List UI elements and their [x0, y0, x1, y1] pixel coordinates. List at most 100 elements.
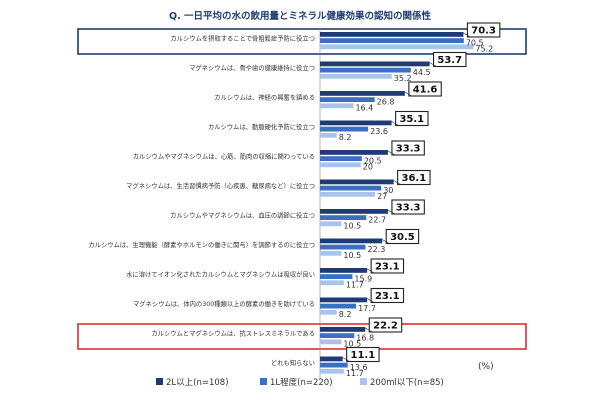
bar — [320, 67, 411, 73]
data-label: 10.5 — [343, 251, 361, 260]
data-label: 23.6 — [370, 127, 388, 136]
chart-title: Q. 一日平均の水の飲用量とミネラル健康効果の認知の関係性 — [169, 10, 431, 22]
total-label-leader — [387, 209, 396, 215]
legend-label: 200ml以下(n=85) — [370, 378, 444, 388]
bar — [320, 238, 383, 244]
data-label: 30 — [383, 186, 393, 195]
bar — [320, 297, 368, 303]
data-label: 11.7 — [346, 369, 364, 378]
bar — [320, 268, 368, 273]
data-label: 16.4 — [355, 104, 373, 113]
data-label: 10.5 — [343, 222, 361, 231]
data-label: 70.5 — [466, 39, 484, 48]
data-label: 75.2 — [475, 45, 493, 54]
bar — [320, 356, 343, 362]
bar — [320, 362, 348, 368]
category-label: マグネシウムは、体内の300種類以上の酵素の働きを助けている — [133, 299, 315, 308]
total-label: 36.1 — [402, 173, 427, 184]
total-label: 41.6 — [413, 85, 438, 96]
total-label-box — [408, 81, 442, 97]
total-label: 23.1 — [375, 262, 400, 273]
data-label: 22.7 — [368, 216, 386, 225]
total-label-leader — [391, 121, 399, 126]
bar — [320, 303, 357, 309]
bar — [320, 44, 474, 50]
bar — [320, 73, 392, 79]
total-label-box — [391, 140, 425, 156]
total-label-leader — [366, 298, 375, 303]
highlight-box — [77, 28, 527, 55]
legend-label: 2L以上(n=108) — [166, 378, 229, 388]
bar — [320, 38, 464, 43]
bar — [320, 215, 367, 220]
category-label: カルシウムは、生理機能（酵素やホルモンの働きに関与）を調節するのに役立つ — [88, 240, 315, 249]
data-label: 10.5 — [343, 340, 361, 349]
data-label: 11.7 — [346, 281, 364, 290]
bars-group — [319, 28, 474, 380]
bar — [320, 61, 430, 67]
total-label-box — [466, 22, 501, 38]
total-label-box — [391, 199, 425, 215]
legend-label: 1L程度(n=220) — [270, 377, 333, 388]
legend-swatch — [360, 378, 367, 385]
bar — [320, 156, 362, 161]
highlight-boxes — [77, 28, 527, 350]
total-label-leader — [382, 239, 390, 244]
bar — [320, 333, 355, 338]
bar — [320, 120, 392, 126]
legend: 2L以上(n=108) 1L程度(n=220) 200ml以下(n=85) — [156, 377, 444, 388]
total-label: 11.1 — [351, 350, 376, 361]
bar — [320, 327, 366, 332]
bar — [320, 132, 337, 138]
total-label: 53.7 — [437, 55, 462, 66]
category-label: カルシウムやマグネシウムは、心筋、筋肉の収縮に関わっている — [133, 152, 315, 161]
bar — [320, 103, 354, 109]
bar — [320, 97, 375, 102]
total-label: 23.1 — [375, 291, 400, 302]
total-label-leader — [429, 62, 437, 67]
legend-swatch — [156, 378, 163, 385]
total-label-box — [395, 110, 429, 127]
bar — [320, 368, 344, 374]
total-label: 70.3 — [471, 26, 496, 37]
bar — [320, 274, 353, 279]
bar — [320, 309, 337, 315]
bar — [320, 280, 344, 286]
category-label: マグネシウムは、骨や歯の健康維持に役立つ — [189, 63, 315, 72]
data-label: 8.2 — [339, 310, 352, 319]
data-label: 35.2 — [394, 74, 412, 83]
category-label: カルシウムとマグネシウムは、抗ストレスミネラルである — [151, 329, 315, 338]
total-labels: 70.3 53.7 41.6 35.1 33.3 36.1 33.3 30.5 23.1 23.1… — [342, 22, 501, 363]
data-label: 15.9 — [354, 275, 372, 284]
category-labels: カルシウムを摂取することで骨粗鬆症予防に役立つマグネシウムは、骨や歯の健康維持に… — [88, 34, 315, 368]
data-label: 44.5 — [413, 68, 431, 77]
total-label: 30.5 — [390, 232, 415, 243]
category-label: カルシウムやマグネシウムは、血圧の調節に役立つ — [170, 211, 315, 220]
bar — [320, 150, 388, 155]
bar — [320, 339, 342, 345]
bar — [320, 162, 361, 168]
total-label-box — [432, 51, 467, 68]
total-label-box — [368, 317, 403, 333]
bar — [320, 32, 464, 37]
data-label: 20.5 — [364, 157, 382, 166]
data-label: 17.7 — [358, 304, 376, 313]
total-label: 35.1 — [399, 114, 424, 125]
total-label-leader — [387, 150, 396, 156]
total-label: 33.3 — [396, 144, 421, 155]
bar — [320, 191, 376, 197]
category-label: どれも知らない — [271, 358, 315, 367]
total-label-leader — [393, 180, 401, 185]
category-label: カルシウムは、動脈硬化予防に役立つ — [208, 122, 315, 131]
bar — [320, 179, 394, 185]
total-label-box — [346, 346, 380, 363]
unit-label: (%) — [478, 362, 494, 372]
total-label-box — [370, 287, 405, 304]
value-labels: 70.575.244.535.226.816.423.68.220.520302… — [339, 39, 493, 379]
total-label: 33.3 — [396, 203, 421, 214]
total-label: 22.2 — [373, 321, 398, 332]
category-label: カルシウムを摂取することで骨粗鬆症予防に役立つ — [170, 34, 315, 43]
data-label: 26.8 — [377, 98, 395, 107]
bar — [320, 91, 405, 96]
